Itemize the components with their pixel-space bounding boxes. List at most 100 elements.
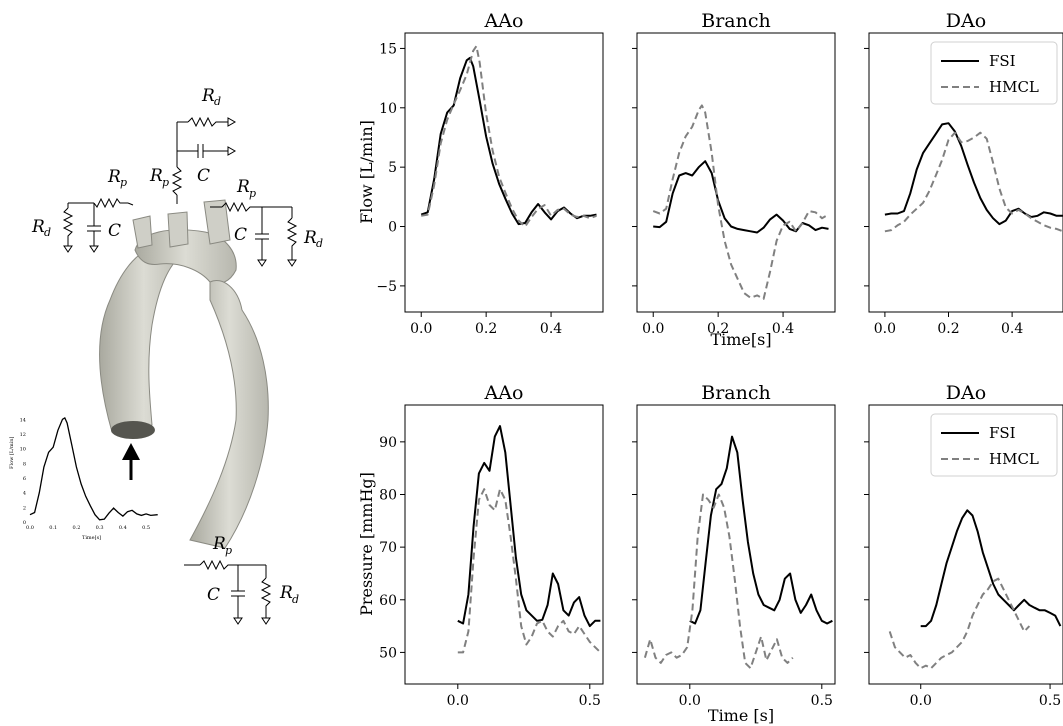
y-tick-label: 70 [379, 540, 397, 556]
plot-frame [404, 32, 604, 313]
panel-title: Branch [701, 10, 771, 32]
inset-x-tick-label: 0.3 [96, 525, 104, 531]
panel-title: Branch [701, 382, 771, 404]
inset-ticks: 0.0 0.1 0.2 0.3 0.4 0.5 0 2 4 6 8 10 12 14 [20, 417, 150, 531]
series-line-fsi [420, 56, 597, 226]
label-rd-left: R [31, 217, 45, 237]
aorta-branch-right [203, 199, 231, 245]
x-tick-label: 0.5 [1039, 693, 1061, 709]
series-line-hmcl [643, 493, 794, 670]
x-tick-label: 0.4 [540, 321, 562, 337]
label-c-middle: C [197, 166, 210, 186]
x-tick-label: 0.4 [772, 321, 794, 337]
x-tick-label: 0.5 [811, 693, 833, 709]
label-rp-middle-sub: p [162, 176, 169, 189]
y-tick-label: 15 [379, 41, 397, 57]
inset-x-tick-label: 0.0 [26, 525, 34, 531]
y-axis-label: Pressure [mmHg] [357, 472, 376, 616]
circuit-right [210, 201, 298, 267]
aorta-inlet [111, 421, 155, 439]
label-c-right: C [234, 225, 247, 245]
y-tick-label: 50 [379, 645, 397, 661]
legend-label-fsi: FSI [989, 424, 1016, 442]
panel-title: AAo [484, 382, 524, 404]
inset-ylabel: Flow [L/min] [9, 437, 15, 469]
inset-xlabel: Time[s] [82, 535, 101, 541]
plot-frame [636, 404, 836, 685]
x-tick-label: 0.5 [579, 693, 601, 709]
series-line-hmcl [457, 488, 602, 654]
y-tick-label: 10 [379, 101, 397, 117]
inset-x-tick-label: 0.4 [119, 525, 127, 531]
plot-frame [404, 404, 604, 685]
label-rd-left-sub: d [44, 226, 51, 239]
inset-y-tick-label: 12 [20, 432, 26, 438]
x-tick-label: 0.0 [410, 321, 432, 337]
label-rd-right: R [303, 228, 317, 248]
series-line-fsi [920, 509, 1062, 628]
legend-label-hmcl: HMCL [989, 78, 1039, 96]
series-line-fsi [884, 122, 1063, 226]
inset-y-tick-label: 10 [20, 447, 26, 453]
label-rp-middle: R [149, 166, 163, 186]
circuit-bottom [184, 559, 272, 625]
inset-x-tick-label: 0.5 [142, 525, 150, 531]
label-rp-left: R [107, 167, 121, 187]
label-rd-right-sub: d [316, 237, 323, 250]
legend-box [930, 41, 1058, 105]
x-axis-label: Time [s] [708, 706, 774, 725]
plot-frame [868, 404, 1063, 685]
label-rp-right: R [236, 177, 250, 197]
series-line-hmcl [421, 45, 597, 228]
y-tick-label: 60 [379, 593, 397, 609]
chart-pressure-branch: Branch 0.0 0.5 Time [s] [632, 382, 836, 725]
label-rp-bottom-sub: p [225, 544, 232, 557]
x-tick-label: 0.0 [447, 693, 469, 709]
label-rp-left-sub: p [120, 176, 127, 189]
plot-frame [636, 32, 836, 313]
aorta-illustration: R d R p C R d R p C R p C R d R p C R d … [9, 86, 323, 625]
inset-y-tick-label: 8 [23, 461, 26, 467]
panel-title: DAo [946, 382, 986, 404]
series-line-fsi [689, 435, 833, 625]
label-rd-bottom: R [279, 583, 293, 603]
chart-pressure-dao: DAo 0.0 0.5 FSI HMCL [864, 382, 1063, 709]
label-c-bottom: C [207, 585, 220, 605]
inset-y-tick-label: 4 [23, 491, 26, 497]
circuit-middle [171, 116, 237, 204]
series-line-hmcl [884, 131, 1063, 233]
chart-flow-dao: DAo 0.0 0.2 0.4 FSI HMCL [864, 10, 1063, 337]
y-tick-label: 80 [379, 487, 397, 503]
legend-label-fsi: FSI [989, 52, 1016, 70]
x-tick-label: 0.4 [1001, 321, 1023, 337]
panel-title: AAo [484, 10, 524, 32]
x-axis-label: Time[s] [710, 330, 771, 349]
plot-frame [868, 32, 1063, 313]
inset-flow-curve [29, 416, 158, 521]
x-tick-label: 0.0 [874, 321, 896, 337]
inflow-arrow-head [122, 443, 140, 460]
aorta-ascending-shape [98, 243, 190, 433]
label-rp-bottom: R [212, 534, 226, 554]
series-line-fsi [653, 160, 829, 234]
legend-box [930, 413, 1058, 477]
inset-y-tick-label: 6 [23, 476, 26, 482]
y-axis-label: Flow [L/min] [357, 120, 376, 224]
panel-title: DAo [946, 10, 986, 32]
y-tick-label: 0 [388, 220, 397, 236]
legend-label-hmcl: HMCL [989, 450, 1039, 468]
circuit-labels: R d R p C R d R p C R p C R d R p C R d [31, 86, 323, 606]
inflow-inset-plot: 0.0 0.1 0.2 0.3 0.4 0.5 0 2 4 6 8 10 12 14 Time[s] Fl… [9, 416, 158, 541]
chart-flow-aao: AAo 0.0 0.2 0.4 −5 0 5 10 15 Flow [L/min] [357, 10, 604, 337]
x-tick-label: 0.0 [642, 321, 664, 337]
inset-x-tick-label: 0.1 [49, 525, 57, 531]
inset-x-tick-label: 0.2 [72, 525, 80, 531]
label-rd-middle: R [201, 86, 215, 106]
chart-pressure-aao: AAo 0.0 0.5 50 60 70 80 90 Pressure [mmHg] [357, 382, 604, 709]
x-tick-label: 0.2 [937, 321, 959, 337]
label-rd-middle-sub: d [214, 95, 221, 108]
x-tick-label: 0.2 [475, 321, 497, 337]
inset-y-tick-label: 14 [20, 417, 26, 423]
